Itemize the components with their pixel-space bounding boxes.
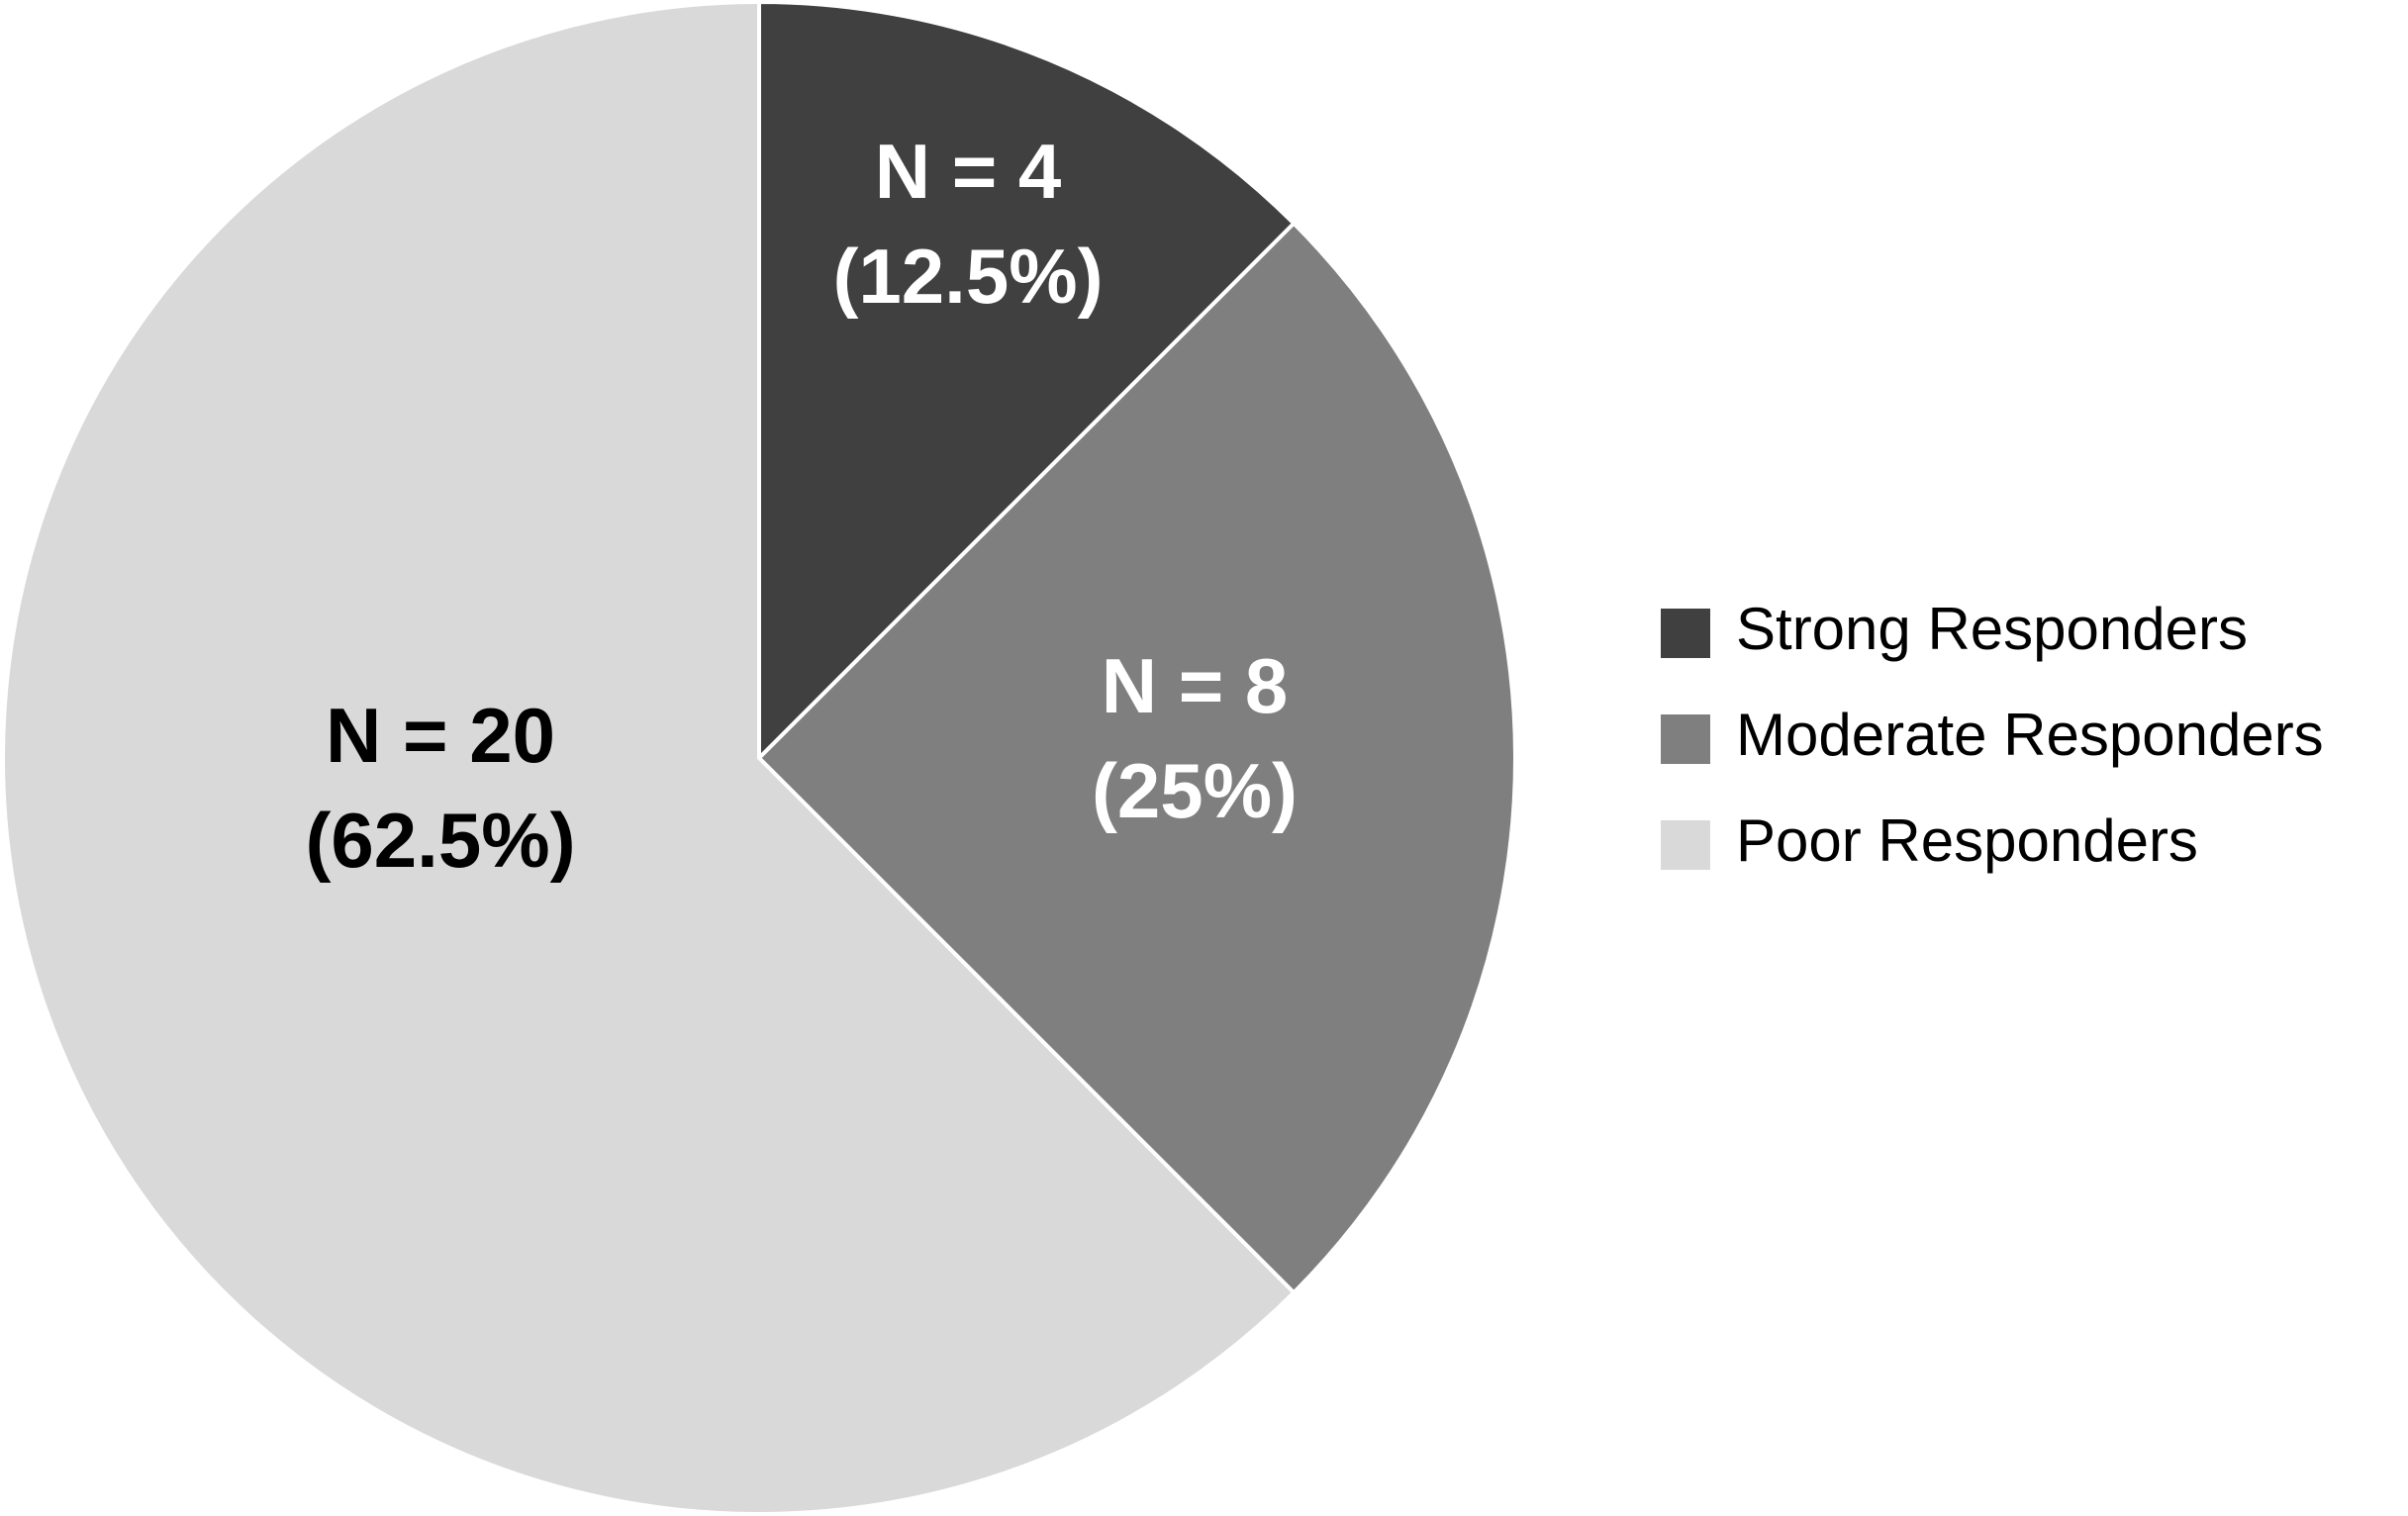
legend-label-poor-responders: Poor Responders xyxy=(1736,807,2198,874)
legend: Strong Responders Moderate Responders Poor… xyxy=(1661,596,2324,874)
slice-label-poor-responders-percent: (62.5%) xyxy=(305,797,575,884)
pie-slice-poor-responders xyxy=(1,0,1298,1516)
slice-label-moderate-responders-count: N = 8 xyxy=(1102,642,1289,729)
slice-label-poor-responders-count: N = 20 xyxy=(326,692,555,779)
pie-slice-labels: N = 4 (12.5%) N = 8 (25%) N = 20 (62.5%) xyxy=(305,128,1298,884)
legend-swatch-poor-responders xyxy=(1661,820,1710,870)
pie-slices xyxy=(1,0,1517,1516)
slice-label-moderate-responders-percent: (25%) xyxy=(1092,747,1298,834)
slice-label-strong-responders-percent: (12.5%) xyxy=(832,233,1103,320)
legend-swatch-moderate-responders xyxy=(1661,714,1710,764)
legend-label-strong-responders: Strong Responders xyxy=(1736,596,2248,662)
legend-swatch-strong-responders xyxy=(1661,609,1710,658)
legend-label-moderate-responders: Moderate Responders xyxy=(1736,702,2324,768)
pie-slice-strong-responders xyxy=(757,0,1298,763)
pie-slice-moderate-responders xyxy=(756,220,1517,1296)
slice-label-strong-responders-count: N = 4 xyxy=(875,128,1062,215)
